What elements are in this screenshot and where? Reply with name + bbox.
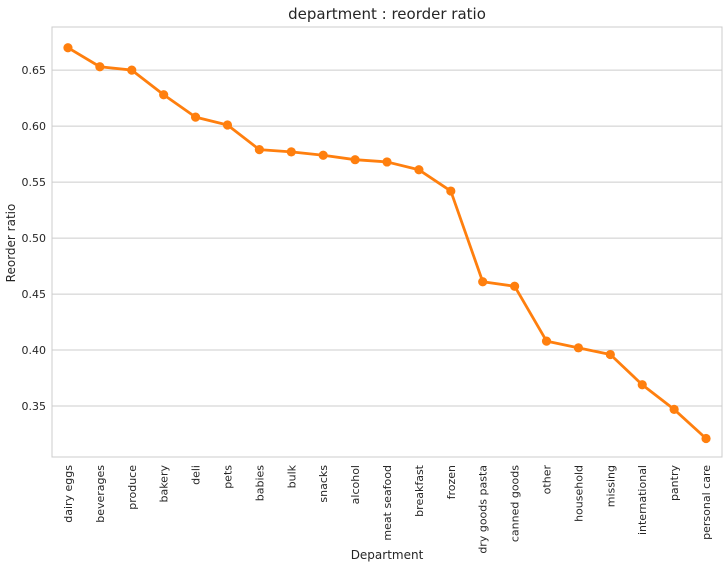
x-tick-label: produce xyxy=(126,465,139,510)
x-tick-label: alcohol xyxy=(349,465,362,504)
x-tick-label: frozen xyxy=(445,465,458,499)
x-tick-label: babies xyxy=(253,465,266,502)
x-tick-label: canned goods xyxy=(509,465,522,542)
data-point xyxy=(510,281,520,291)
data-point xyxy=(127,65,137,75)
x-tick-label: deli xyxy=(190,465,203,485)
y-tick-label: 0.50 xyxy=(22,232,47,245)
data-point xyxy=(95,62,105,72)
grid-lines xyxy=(52,69,722,407)
data-point xyxy=(478,277,488,287)
x-tick-label: snacks xyxy=(317,465,330,503)
data-point xyxy=(605,349,615,360)
data-point xyxy=(254,145,264,155)
x-tick-label: dry goods pasta xyxy=(477,465,490,554)
data-point xyxy=(222,120,233,130)
y-tick-labels: 0.35 0.40 0.45 0.50 0.55 0.60 0.65 xyxy=(22,64,47,413)
data-point xyxy=(446,186,456,196)
data-point xyxy=(318,150,328,160)
data-point xyxy=(382,157,392,167)
data-point xyxy=(350,155,360,165)
x-tick-label: bulk xyxy=(285,464,298,488)
x-tick-label: beverages xyxy=(94,465,107,523)
series-line-group xyxy=(63,43,711,444)
x-tick-label: other xyxy=(541,465,554,495)
data-point xyxy=(414,165,424,175)
x-tick-label: pets xyxy=(221,465,234,489)
x-tick-labels: dairy eggs beverages produce bakery deli pets… xyxy=(62,464,713,553)
x-tick-label: personal care xyxy=(700,465,713,540)
y-tick-label: 0.45 xyxy=(22,288,47,301)
y-tick-label: 0.60 xyxy=(22,120,47,133)
x-tick-label: breakfast xyxy=(413,464,426,516)
data-point xyxy=(159,90,169,100)
y-tick-label: 0.65 xyxy=(22,64,47,77)
x-tick-label: missing xyxy=(604,465,617,507)
x-tick-label: pantry xyxy=(668,465,681,502)
data-point xyxy=(573,343,584,353)
x-tick-label: household xyxy=(572,465,585,522)
y-axis-label: Reorder ratio xyxy=(4,204,18,283)
data-point xyxy=(637,380,647,390)
data-point xyxy=(701,433,711,444)
data-point xyxy=(190,112,201,122)
data-point xyxy=(669,404,679,415)
plot-area xyxy=(51,26,723,458)
x-tick-label: international xyxy=(636,465,649,535)
x-axis-label: Department xyxy=(351,548,424,562)
data-point xyxy=(286,147,296,157)
series-line xyxy=(67,46,707,440)
y-tick-label: 0.55 xyxy=(22,176,47,189)
x-tick-label: meat seafood xyxy=(381,465,394,541)
x-tick-label: bakery xyxy=(158,465,171,503)
data-point xyxy=(541,336,552,346)
x-tick-label: dairy eggs xyxy=(62,465,75,523)
data-point xyxy=(63,43,73,53)
chart-title: department : reorder ratio xyxy=(288,5,486,23)
y-tick-label: 0.35 xyxy=(22,400,47,413)
y-tick-label: 0.40 xyxy=(22,344,47,357)
